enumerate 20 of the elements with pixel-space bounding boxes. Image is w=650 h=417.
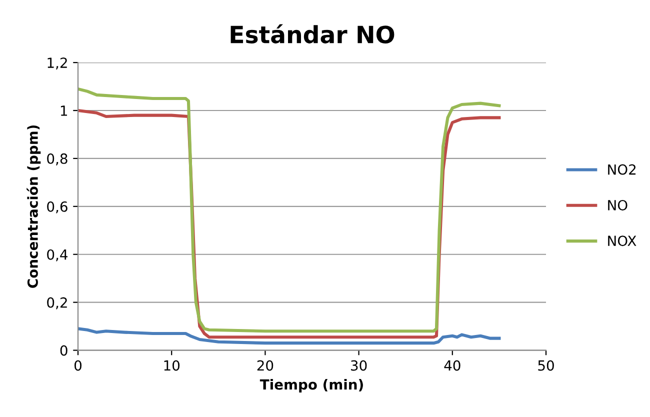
legend-label: NO [608, 200, 628, 210]
x-tick-label: 10 [164, 360, 180, 371]
y-tick-label: 0,2 [47, 297, 67, 310]
x-tick-label: 40 [444, 360, 460, 371]
legend-label: NO2 [608, 164, 636, 175]
x-tick-label: 20 [257, 360, 274, 371]
x-tick-label: 30 [351, 360, 367, 371]
x-tick-label: 0 [74, 360, 82, 371]
y-tick-label: 0,4 [47, 249, 68, 262]
y-tick-label: 1,2 [48, 58, 67, 70]
legend-label: NOX [608, 236, 636, 246]
x-axis-title: Tiempo (min) [260, 379, 363, 392]
y-tick-label: 0 [60, 345, 68, 356]
y-tick-label: 1 [60, 106, 67, 116]
y-tick-label: 0,8 [47, 153, 68, 166]
chart-title: Estándar NO [230, 24, 394, 44]
y-tick-label: 0,6 [47, 201, 68, 214]
x-tick-label: 50 [538, 360, 554, 371]
line-series [78, 327, 501, 345]
y-axis-title: Concentración (ppm) [26, 125, 41, 288]
